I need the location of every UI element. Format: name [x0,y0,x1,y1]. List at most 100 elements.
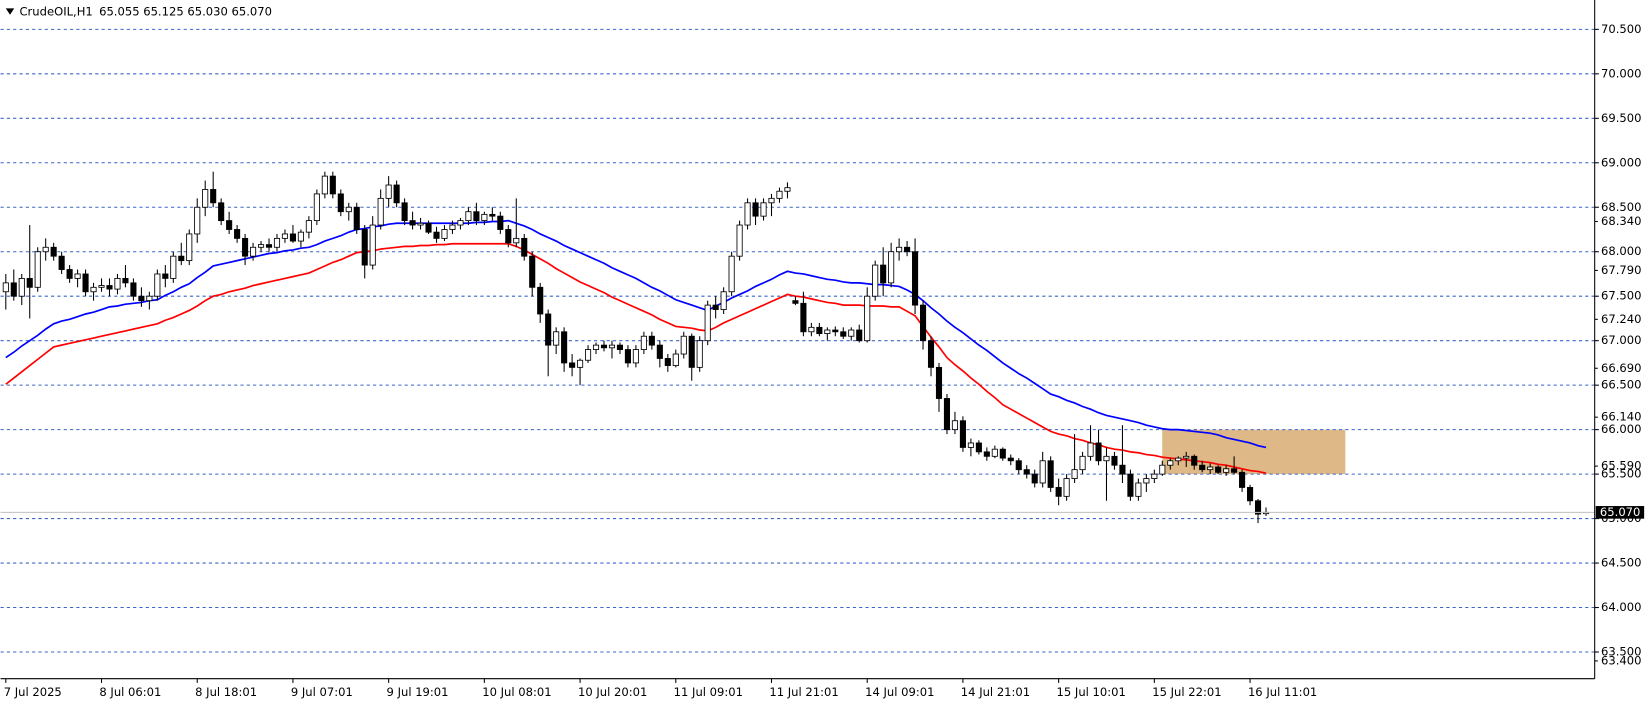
candle-body [66,269,73,279]
quote: 65.055 65.125 65.030 65.070 [99,4,272,18]
candle-body [369,224,376,266]
candle-body [521,237,528,257]
last-price-box [1595,506,1645,519]
candle-body [194,206,201,235]
y-tick-label: 67.500 [1601,289,1641,303]
candle-body [441,229,448,239]
y-tick-label: 68.000 [1601,244,1641,258]
last-price-label: 65.070 [1600,505,1640,519]
candle-body [943,398,951,431]
candle-body [409,220,416,226]
candle-body [154,273,161,297]
candle-body [58,255,65,270]
candle-body [202,189,209,208]
candle-body [728,255,735,293]
candle-body [999,448,1006,459]
y-minor-tick-label: 66.140 [1601,410,1641,424]
candle-body [816,326,823,334]
candle-body [808,326,815,333]
candle-body [162,273,169,279]
candle-body [465,211,472,222]
symbol: CrudeOIL,H1 [19,4,92,18]
candle-body [1095,442,1102,462]
candle-body [1031,473,1038,484]
candle-body [896,246,903,253]
x-tick-label: 15 Jul 10:01 [1057,685,1126,699]
candle-body [433,231,440,239]
candle-body [935,366,943,399]
candle-body [1199,464,1206,471]
candle-body [872,264,879,297]
candle-body [393,184,400,204]
candle-body [776,190,783,199]
candle-body [608,344,616,349]
candle-body [585,349,592,361]
candle-body [1119,464,1126,475]
y-minor-tick-label: 68.340 [1601,214,1641,228]
candle-body [1175,457,1182,462]
candle-body [26,277,33,288]
candle-body [959,420,966,448]
candle-body [178,255,185,262]
x-tick-label: 10 Jul 08:01 [482,685,551,699]
candle-body [321,175,328,195]
candle-body [377,197,384,226]
y-tick-label: 66.000 [1601,422,1641,436]
candle-body [257,244,265,248]
candle-body [497,215,504,230]
candle-body [1183,455,1190,459]
candle-body [927,340,935,368]
candle-body [90,286,97,293]
moving-average-line [5,242,1267,475]
y-tick-label: 70.500 [1601,22,1641,36]
candle-body [361,229,368,266]
candle-body [856,329,863,342]
candle-body [840,331,847,337]
candle-body [672,353,679,367]
x-tick-label: 8 Jul 18:01 [195,685,257,699]
candle-body [297,231,304,242]
candle-body [337,193,344,213]
candle-body [1015,460,1022,471]
y-minor-tick-label: 67.240 [1601,312,1641,326]
menu-arrow[interactable] [5,8,15,15]
candle-body [425,222,432,233]
candle-body [1207,466,1214,471]
candle-body [481,213,488,222]
x-tick-label: 8 Jul 06:01 [99,685,161,699]
candle-body [449,224,456,230]
candle-body [1143,478,1150,484]
candle-body [1254,500,1262,515]
candle-body [680,335,687,355]
candle-body [577,359,584,368]
y-minor-tick-label: 66.690 [1601,361,1641,375]
candle-body [864,295,871,342]
candle-body [114,277,121,290]
candle-body [1087,442,1094,457]
candle-body [50,246,57,257]
candle-body [768,197,775,204]
candle-body [616,344,624,350]
candle-body [170,255,177,279]
candle-body [1215,466,1222,473]
y-tick-label: 69.000 [1601,155,1641,169]
candle-body [704,304,711,342]
candle-body [82,273,89,293]
y-tick-label: 64.500 [1601,556,1641,570]
y-tick-label: 69.500 [1601,111,1641,125]
candle-body [122,277,129,284]
candle-body [1023,469,1030,475]
candle-body [313,193,320,222]
candle-body [1223,468,1230,473]
y-tick-label: 68.500 [1601,200,1641,214]
moving-average-line [5,219,1267,449]
candle-body [10,282,17,297]
candle-body [1071,469,1078,479]
candle-body [545,313,552,346]
candle-body [385,184,392,199]
candle-body [218,202,225,222]
candle-body [353,206,360,230]
